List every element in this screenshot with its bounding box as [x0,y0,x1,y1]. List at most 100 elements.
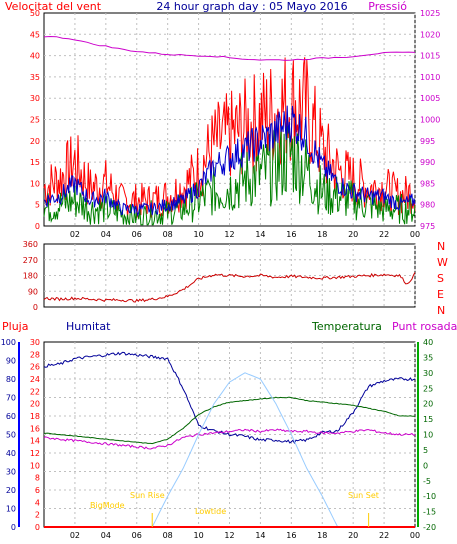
x-tick-label-top: 12 [224,230,234,239]
annotation-sunset: Sun Set [348,491,379,500]
compass-e: E [437,288,444,301]
legend-temperature: Temperatura [311,320,382,333]
x-tick-label-top: 16 [286,230,296,239]
y-tick-rain: 20 [30,400,40,409]
legend-rain: Pluja [2,320,28,333]
y-tick-wind: 50 [30,9,40,18]
y-tick-wind: 35 [30,73,40,82]
y-tick-pressure: 995 [420,137,435,146]
annotation-bigmode: BigMode [90,501,125,510]
x-tick-label-bottom: 10 [193,531,203,540]
y-tick-temperature: -15 [423,508,436,517]
y-tick-wind: 15 [30,158,40,167]
y-tick-rain: 28 [30,350,40,359]
x-tick-label-top: 10 [193,230,203,239]
y-tick-wind: 0 [35,222,40,231]
y-tick-rain: 16 [30,424,40,433]
y-tick-rain: 30 [30,338,40,347]
y-tick-temperature: 20 [423,400,433,409]
pressure-line [43,35,416,61]
wind-speed-line [43,57,416,219]
y-tick-temperature: -10 [423,492,436,501]
y-tick-pressure: 1020 [420,30,440,39]
x-tick-label-top: 20 [348,230,358,239]
compass-w: W [437,256,448,269]
y-tick-humidity: 0 [11,523,16,532]
y-tick-temperature: 30 [423,369,433,378]
x-tick-label-top: 22 [379,230,389,239]
compass-n-top: N [437,240,445,253]
y-tick-rain: 24 [30,375,40,384]
humidity-line [43,351,416,445]
y-tick-wind: 30 [30,94,40,103]
y-tick-pressure: 1000 [420,116,440,125]
graph-date-title: 24 hour graph day : 05 Mayo 2016 [156,0,347,13]
x-tick-label-bottom: 02 [70,531,80,540]
y-tick-rain: 26 [30,363,40,372]
x-tick-label-bottom: 14 [255,531,265,540]
y-tick-temperature: -5 [423,477,431,486]
y-tick-rain: 2 [35,511,40,520]
x-tick-label-bottom: 20 [348,531,358,540]
y-tick-humidity: 20 [6,486,16,495]
y-tick-pressure: 1015 [420,52,440,61]
x-tick-label-top: 02 [70,230,80,239]
x-tick-label-bottom: 06 [132,531,142,540]
x-tick-label-bottom: 08 [163,531,173,540]
y-tick-wind: 45 [30,30,40,39]
y-tick-pressure: 1025 [420,9,440,18]
y-tick-direction: 180 [23,272,38,281]
x-tick-label-bottom: 04 [101,531,111,540]
x-tick-label-top: 14 [255,230,265,239]
y-tick-humidity: 30 [6,468,16,477]
x-tick-label-bottom: 18 [317,531,327,540]
y-tick-wind: 40 [30,52,40,61]
y-tick-humidity: 70 [6,394,16,403]
y-tick-humidity: 10 [6,505,16,514]
y-tick-rain: 8 [35,474,40,483]
y-tick-temperature: -20 [423,523,436,532]
y-tick-pressure: 990 [420,158,435,167]
y-tick-direction: 270 [23,256,38,265]
y-tick-humidity: 50 [6,431,16,440]
legend-humidity: Humitat [66,320,111,333]
y-tick-pressure: 980 [420,201,435,210]
x-tick-label-bottom: 12 [224,531,234,540]
x-tick-label-bottom: 22 [379,531,389,540]
y-tick-rain: 4 [35,498,40,507]
y-tick-temperature: 0 [423,461,428,470]
y-tick-wind: 20 [30,137,40,146]
x-tick-label-top: 04 [101,230,111,239]
y-tick-temperature: 15 [423,415,433,424]
wind-direction-line [43,272,416,303]
legend-dewpoint: Punt rosada [392,320,457,333]
y-tick-rain: 22 [30,387,40,396]
y-tick-humidity: 80 [6,375,16,384]
y-tick-humidity: 100 [1,338,16,347]
wind-avg-line [43,105,416,218]
y-tick-direction: 0 [33,303,38,312]
y-tick-direction: 90 [28,287,38,296]
dewpoint-line [43,428,416,450]
y-tick-temperature: 25 [423,384,433,393]
y-tick-wind: 5 [35,201,40,210]
x-tick-label-bottom: 16 [286,531,296,540]
y-tick-temperature: 5 [423,446,428,455]
y-tick-pressure: 1010 [420,73,440,82]
y-tick-wind: 25 [30,116,40,125]
y-tick-pressure: 1005 [420,94,440,103]
annotation-sunrise: Sun Rise [130,491,165,500]
y-tick-rain: 12 [30,449,40,458]
y-tick-rain: 14 [30,437,40,446]
y-tick-rain: 6 [35,486,40,495]
compass-n-bottom: N [437,304,445,317]
y-tick-pressure: 985 [420,179,435,188]
x-tick-label-top: 08 [163,230,173,239]
y-tick-temperature: 35 [423,353,433,362]
x-tick-label-top: 00 [410,230,420,239]
y-tick-pressure: 975 [420,222,435,231]
temperature-line [43,396,416,445]
y-tick-direction: 360 [23,240,38,249]
